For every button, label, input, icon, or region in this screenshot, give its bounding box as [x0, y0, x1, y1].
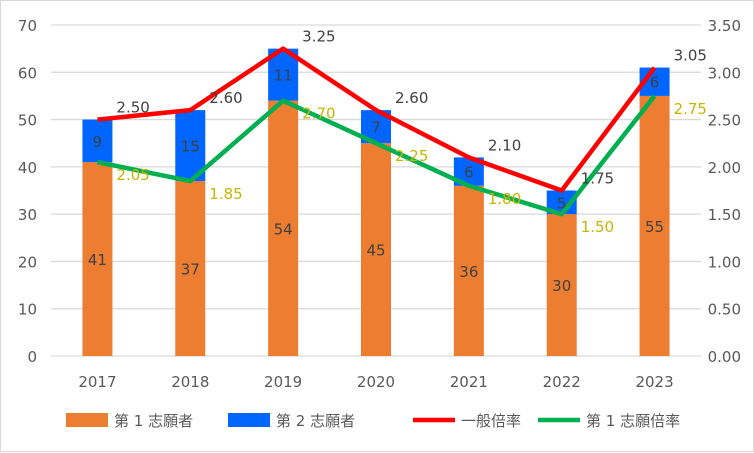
- bar-first-choice: [361, 143, 391, 356]
- bar-label-first: 36: [459, 263, 478, 281]
- line-general-ratio: [97, 46, 657, 193]
- bar-second-choice: [175, 110, 206, 182]
- x-tick-label: 2019: [264, 373, 302, 391]
- bar-first-choice: [175, 181, 206, 356]
- y2-tick-label: 0.50: [708, 301, 741, 319]
- y2-tick-label: 1.00: [708, 253, 741, 271]
- bar-label-first: 54: [274, 220, 293, 238]
- line-data-label: 3.05: [674, 47, 707, 65]
- bar-label-second: 7: [371, 119, 381, 137]
- legend-swatch: [66, 413, 108, 427]
- bar-label-first: 45: [366, 242, 385, 260]
- line-data-label: 1.75: [581, 170, 614, 188]
- line-data-label: 2.70: [302, 105, 335, 123]
- y2-tick-label: 2.50: [708, 112, 741, 130]
- line-data-label: 1.50: [581, 218, 614, 236]
- line-data-label: 1.80: [488, 190, 521, 208]
- y-tick-label: 70: [18, 17, 37, 35]
- y2-tick-label: 3.50: [708, 17, 741, 35]
- line-data-label: 1.85: [209, 185, 242, 203]
- line-data-label: 2.60: [395, 89, 428, 107]
- y-tick-label: 40: [18, 159, 37, 177]
- y-tick-label: 50: [18, 112, 37, 130]
- bar-label-second: 5: [557, 194, 567, 212]
- y2-tick-label: 3.00: [708, 64, 741, 82]
- x-tick-label: 2022: [543, 373, 581, 391]
- bar-first-choice: [268, 100, 299, 357]
- y-tick-label: 60: [18, 64, 37, 82]
- bar-label-second: 6: [650, 74, 660, 92]
- line-data-label: 2.05: [116, 166, 149, 184]
- legend-label: 第 1 志願者: [114, 412, 193, 430]
- line-data-label: 3.25: [302, 28, 335, 46]
- legend-label: 一般倍率: [461, 412, 521, 430]
- bar-label-first: 37: [181, 261, 200, 279]
- line-data-label: 2.10: [488, 136, 521, 154]
- y-tick-label: 30: [18, 206, 37, 224]
- line-data-label: 2.25: [395, 147, 428, 165]
- bar-first-choice: [82, 162, 113, 356]
- x-tick-label: 2018: [171, 373, 209, 391]
- bar-label-first: 41: [88, 251, 107, 269]
- legend-label: 第 2 志願者: [276, 412, 355, 430]
- line-first-choice-ratio: [96, 94, 657, 217]
- bar-label-second: 9: [93, 133, 103, 151]
- bar-second-choice: [82, 119, 113, 163]
- y-tick-label: 10: [18, 301, 37, 319]
- line-data-label: 2.50: [116, 99, 149, 117]
- bar-first-choice: [639, 95, 670, 356]
- bar-label-second: 15: [181, 138, 200, 156]
- x-tick-label: 2020: [357, 373, 395, 391]
- bar-label-second: 6: [464, 164, 474, 182]
- line-data-label: 2.75: [674, 100, 707, 118]
- y2-tick-label: 1.50: [708, 206, 741, 224]
- x-tick-label: 2017: [78, 373, 116, 391]
- legend-swatch: [228, 413, 270, 427]
- y2-tick-label: 0.00: [708, 348, 741, 366]
- y-tick-label: 0: [27, 348, 37, 366]
- legend-label: 第 1 志願倍率: [586, 412, 680, 430]
- x-tick-label: 2023: [635, 373, 673, 391]
- bar-label-second: 11: [274, 67, 293, 85]
- y2-tick-label: 2.00: [708, 159, 741, 177]
- line-data-label: 2.60: [209, 89, 242, 107]
- bar-label-first: 55: [645, 218, 664, 236]
- bar-first-choice: [453, 185, 484, 356]
- y-tick-label: 20: [18, 253, 37, 271]
- x-tick-label: 2021: [450, 373, 488, 391]
- bar-first-choice: [546, 214, 577, 356]
- bar-label-first: 30: [552, 277, 571, 295]
